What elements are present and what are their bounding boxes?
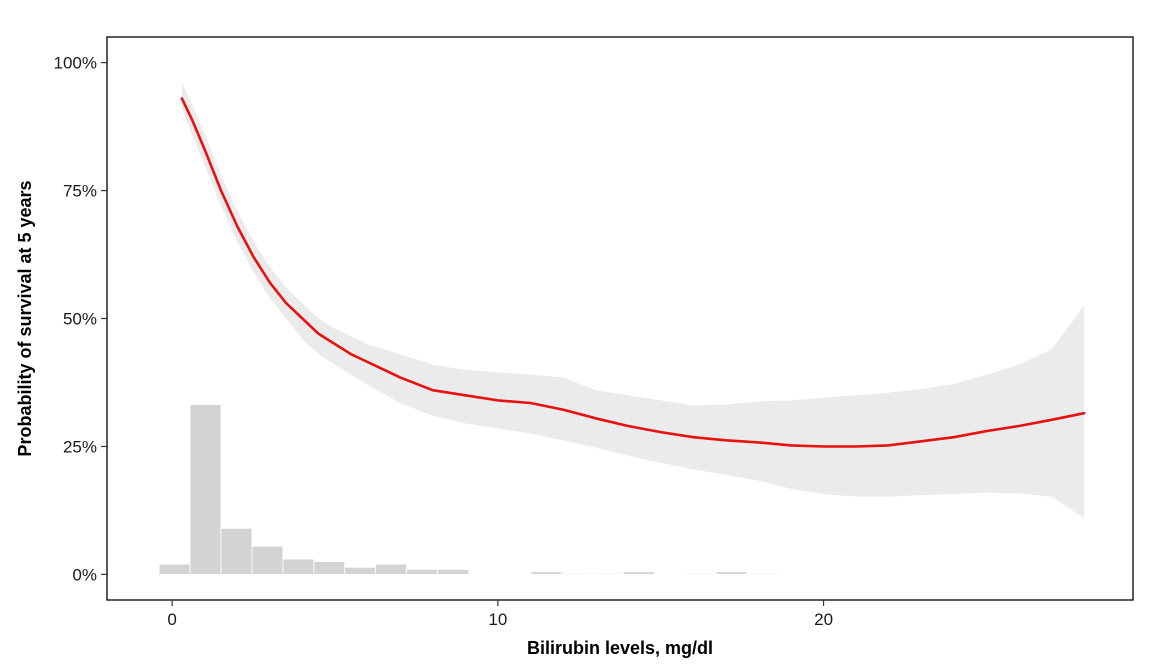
- histogram-bar: [560, 572, 593, 575]
- y-tick-label: 25%: [63, 437, 97, 456]
- histogram-bar: [313, 561, 346, 575]
- histogram-bar: [344, 566, 377, 575]
- histogram-bar: [530, 571, 562, 575]
- plot-panel-border: [106, 36, 1134, 601]
- histogram-bar: [220, 527, 253, 575]
- histogram-bar: [189, 404, 222, 575]
- histogram-bar: [375, 563, 408, 575]
- x-tick-label: 10: [488, 610, 507, 629]
- histogram-bar: [715, 571, 748, 575]
- x-tick-label: 0: [167, 610, 176, 629]
- confidence-band-group: [181, 83, 1085, 519]
- histogram-bar: [406, 568, 438, 575]
- y-tick-label: 50%: [63, 310, 97, 329]
- survival-curve-group: [180, 97, 1086, 448]
- x-tick-label: 20: [814, 610, 833, 629]
- y-axis-title: Probability of survival at 5 years: [15, 180, 35, 456]
- y-tick-label: 0%: [72, 565, 97, 584]
- histogram: [158, 404, 779, 575]
- histogram-bar: [591, 572, 624, 575]
- histogram-bar: [746, 572, 779, 575]
- y-tick-label: 100%: [54, 54, 97, 73]
- y-tick-label: 75%: [63, 182, 97, 201]
- histogram-bar: [251, 545, 284, 575]
- histogram-bar: [684, 572, 717, 575]
- histogram-bar: [437, 568, 469, 575]
- y-axis: 0% 25% 50% 75% 100%: [54, 54, 107, 584]
- histogram-bar: [282, 558, 315, 575]
- x-axis: 0 10 20: [167, 600, 833, 629]
- histogram-bar: [158, 563, 191, 575]
- histogram-bar: [622, 571, 655, 575]
- survival-curve: [180, 97, 1086, 448]
- x-axis-title: Bilirubin levels, mg/dl: [527, 638, 713, 658]
- confidence-band: [181, 83, 1085, 519]
